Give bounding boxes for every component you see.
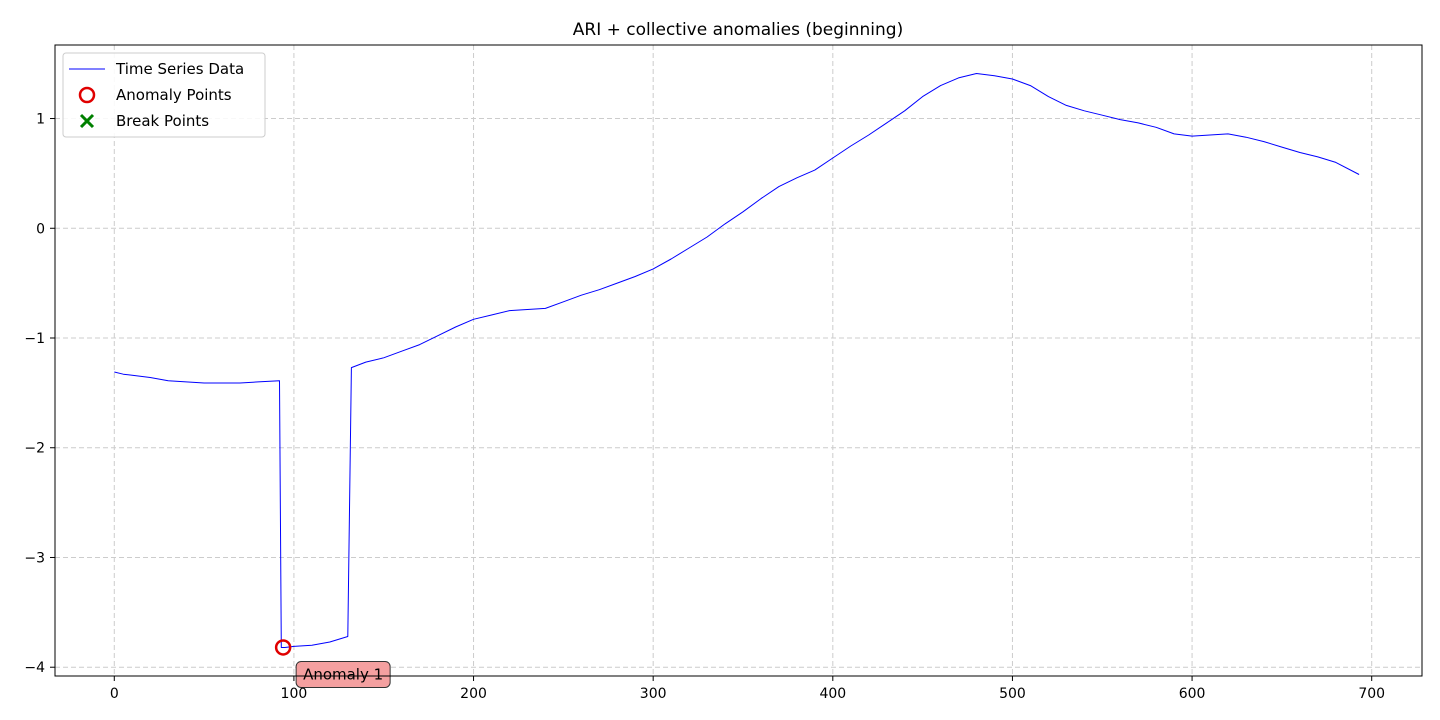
y-tick-label: 1 [36, 112, 45, 128]
anomaly-point [274, 639, 292, 656]
x-tick-label: 0 [110, 686, 119, 702]
chart-title: ARI + collective anomalies (beginning) [573, 20, 903, 40]
plot-frame [54, 44, 1423, 677]
legend-label: Anomaly Points [116, 86, 232, 104]
ticks: 0 100 200 300 400 500 600 700 −4 −3 −2 −1 0 1 [24, 112, 1385, 702]
anomaly-label: Anomaly 1 [303, 665, 383, 683]
x-tick-label: 300 [640, 686, 667, 702]
y-tick-label: −1 [24, 331, 45, 347]
y-tick-label: 0 [36, 221, 45, 237]
legend-label: Time Series Data [115, 60, 244, 78]
x-tick-label: 400 [819, 686, 846, 702]
anomalies-group: Anomaly 1 [274, 639, 391, 688]
legend-x-swatch [79, 113, 95, 129]
legend: Time Series Data Anomaly Points Break Poin… [62, 52, 266, 138]
x-tick-label: 600 [1179, 686, 1206, 702]
x-tick-label: 100 [281, 686, 308, 702]
legend-box [62, 52, 266, 138]
anomaly-label-box [295, 660, 391, 688]
y-tick-label: −4 [24, 660, 45, 676]
y-tick-label: −2 [24, 441, 45, 457]
legend-label: Break Points [116, 112, 209, 130]
y-tick-label: −3 [24, 550, 45, 566]
legend-circle-swatch [78, 86, 96, 104]
x-tick-label: 700 [1358, 686, 1385, 702]
series-line [114, 73, 1360, 648]
x-tick-label: 500 [999, 686, 1026, 702]
series-group [114, 73, 1360, 648]
x-tick-label: 200 [460, 686, 487, 702]
grid [55, 45, 1422, 676]
